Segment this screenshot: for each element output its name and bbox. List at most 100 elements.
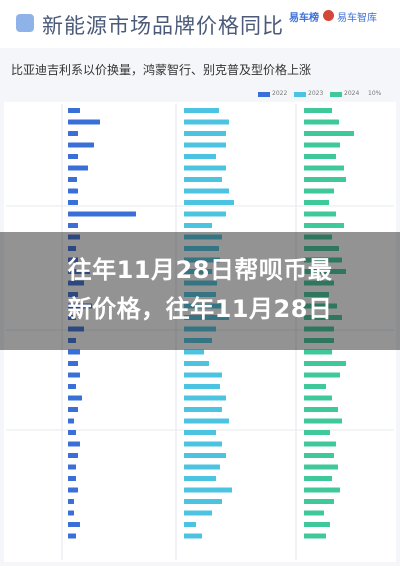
- bar-p3-r1: [304, 108, 332, 113]
- bar-p1-r23: [68, 361, 78, 366]
- bar-p1-r25: [68, 384, 76, 389]
- bar-p2-r23: [184, 361, 209, 366]
- bar-p3-r4: [304, 142, 340, 148]
- bar-p3-r36: [304, 510, 324, 516]
- legend-swatch-1: [258, 92, 270, 97]
- bar-p1-r6: [68, 165, 88, 171]
- bar-p1-r5: [68, 154, 78, 159]
- bar-p2-r7: [184, 177, 222, 182]
- bar-p1-r13: [68, 246, 76, 251]
- bar-p3-r19: [304, 315, 342, 320]
- bar-p2-r16: [184, 280, 217, 286]
- bar-p2-r21: [184, 338, 212, 343]
- brand-secondary: 易车智库: [337, 13, 377, 24]
- bar-p3-r29: [304, 430, 330, 435]
- bar-p3-r16: [304, 280, 334, 286]
- overlay-title-line-1: 往年11月28日帮呗币最: [67, 256, 333, 284]
- bar-p2-r14: [184, 257, 220, 263]
- brand-secondary-icon: [323, 10, 334, 21]
- bar-p3-r13: [304, 246, 339, 251]
- bar-p3-r21: [304, 338, 334, 343]
- bar-p1-r33: [68, 476, 76, 481]
- legend-swatch-2: [294, 92, 306, 97]
- bar-p1-r22: [68, 349, 80, 355]
- bar-p3-r26: [304, 395, 332, 401]
- bar-p2-r36: [184, 510, 212, 516]
- bar-p3-r8: [304, 188, 334, 194]
- bar-p2-r22: [184, 349, 204, 355]
- bar-p3-r6: [304, 165, 344, 171]
- bar-p1-r14: [68, 257, 78, 263]
- bar-p2-r19: [184, 315, 229, 320]
- bar-p2-r28: [184, 418, 229, 424]
- bar-p1-r35: [68, 499, 74, 504]
- bar-p1-r1: [68, 108, 80, 113]
- bar-p3-r22: [304, 349, 332, 355]
- bar-p3-r3: [304, 131, 354, 136]
- bar-p1-r31: [68, 453, 78, 458]
- bar-p1-r27: [68, 407, 78, 412]
- bar-p3-r33: [304, 476, 332, 481]
- bar-p1-r2: [68, 119, 100, 125]
- bar-p2-r25: [184, 384, 220, 389]
- bar-p2-r38: [184, 533, 202, 539]
- bar-p3-r11: [304, 223, 344, 228]
- bar-p1-r24: [68, 372, 80, 378]
- bar-p1-r9: [68, 200, 78, 205]
- bar-p3-r23: [304, 361, 346, 366]
- bar-p3-r24: [304, 372, 340, 378]
- title-overlay-band: [0, 232, 400, 350]
- bar-p1-r7: [68, 177, 77, 182]
- bar-p3-r34: [304, 487, 340, 493]
- header-bar: 新能源市场品牌价格同比 易车榜 易车智库: [0, 0, 400, 48]
- brand-primary: 易车榜: [289, 13, 319, 24]
- bar-p1-r10: [68, 211, 136, 217]
- overlay-title-line-2: 新价格，往年11月28日: [67, 295, 333, 323]
- bar-p2-r4: [184, 142, 226, 148]
- bar-p1-r32: [68, 464, 76, 470]
- bar-p1-r19: [68, 315, 76, 320]
- page-title: 新能源市场品牌价格同比: [42, 14, 284, 38]
- bar-p1-r37: [68, 522, 80, 527]
- bar-p2-r24: [184, 372, 222, 378]
- bar-p1-r12: [68, 234, 80, 240]
- bar-p3-r5: [304, 154, 336, 159]
- bar-p3-r31: [304, 453, 334, 458]
- bar-p1-r17: [68, 292, 78, 297]
- bar-p2-r8: [184, 188, 229, 194]
- bar-p2-r34: [184, 487, 232, 493]
- bar-p2-r13: [184, 246, 219, 251]
- bar-p3-r37: [304, 522, 330, 527]
- bar-p2-r15: [184, 269, 212, 274]
- bar-p1-r34: [68, 487, 78, 493]
- bar-p2-r11: [184, 223, 212, 228]
- bar-p1-r21: [68, 338, 76, 343]
- bar-p2-r20: [184, 326, 216, 332]
- bar-p3-r15: [304, 269, 346, 274]
- bar-p2-r35: [184, 499, 222, 504]
- bar-p2-r17: [184, 292, 216, 297]
- bar-p2-r12: [184, 234, 222, 240]
- bar-p3-r2: [304, 119, 339, 125]
- bar-p3-r25: [304, 384, 326, 389]
- bar-p1-r18: [68, 303, 92, 309]
- bar-p1-r20: [68, 326, 84, 332]
- legend-label-1: 2022: [272, 90, 288, 97]
- bar-p3-r35: [304, 499, 334, 504]
- bar-p2-r31: [184, 453, 226, 458]
- bar-p2-r3: [184, 131, 226, 136]
- bar-p1-r3: [68, 131, 78, 136]
- bar-p1-r29: [68, 430, 76, 435]
- bar-p2-r1: [184, 108, 219, 113]
- bar-p2-r30: [184, 441, 222, 447]
- legend-label-4: 10%: [368, 90, 382, 97]
- bar-p1-r16: [68, 280, 84, 286]
- bar-p3-r32: [304, 464, 338, 470]
- bar-p3-r9: [304, 200, 329, 205]
- bar-p3-r30: [304, 441, 336, 447]
- bar-p3-r7: [304, 177, 346, 182]
- bar-p2-r27: [184, 407, 222, 412]
- legend-label-3: 2024: [344, 90, 360, 97]
- bar-p1-r30: [68, 441, 80, 447]
